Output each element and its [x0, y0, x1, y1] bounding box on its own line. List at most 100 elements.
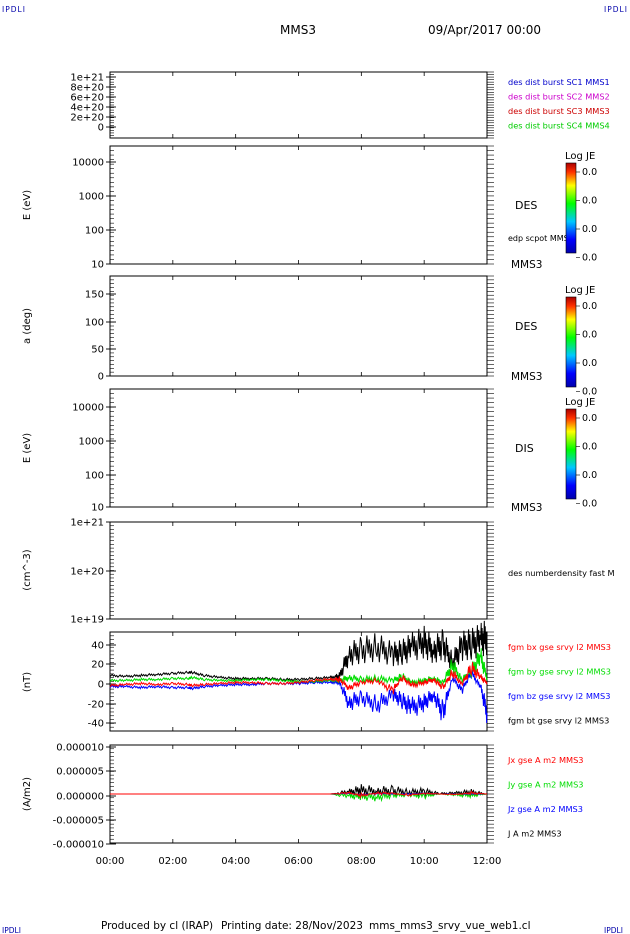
- y-tick-label: 10000: [72, 403, 104, 414]
- colorbar-tick-label: 0.0: [582, 470, 597, 481]
- x-tick-label: 08:00: [347, 856, 376, 867]
- y-tick-label: -0.000010: [53, 840, 104, 851]
- legend-entry: des dist burst SC2 MMS2: [508, 92, 610, 102]
- y-tick-label: 0.000000: [56, 792, 104, 803]
- colorbar-title: Log JE: [565, 151, 595, 162]
- colorbar-title: Log JE: [565, 397, 595, 408]
- top-right-logo: IPDLI: [604, 5, 628, 14]
- footer-producer: Produced by cl (IRAP): [101, 920, 213, 932]
- series-line: [109, 669, 488, 724]
- y-tick-label: -20: [88, 700, 104, 711]
- y-tick-label: 1e+20: [70, 567, 104, 578]
- x-tick-label: 02:00: [158, 856, 187, 867]
- colorbar-tick-label: 0.0: [582, 167, 597, 178]
- colorbar: [565, 162, 577, 254]
- y-tick-label: 10: [91, 503, 104, 514]
- y-axis-label: (A/m2): [22, 777, 33, 811]
- y-tick-label: 100: [85, 471, 104, 482]
- colorbar-title: Log JE: [565, 285, 595, 296]
- y-tick-label: 1000: [79, 192, 104, 203]
- legend-entry: fgm bt gse srvy l2 MMS3: [508, 716, 609, 726]
- panel-frame-burst: [109, 71, 488, 139]
- y-tick-label: 0: [98, 123, 104, 134]
- legend-entry: J A m2 MMS3: [507, 829, 562, 839]
- panel-label: DES: [515, 199, 537, 212]
- colorbar-tick-label: 0.0: [582, 196, 597, 207]
- y-tick-label: 0: [98, 372, 104, 383]
- legend-entry: Jz gse A m2 MMS3: [507, 804, 583, 814]
- colorbar-tick-label: 0.0: [582, 330, 597, 341]
- y-tick-label: 0.000010: [56, 743, 104, 754]
- legend-entry: fgm bz gse srvy l2 MMS3: [508, 691, 610, 701]
- y-tick-label: 50: [91, 345, 104, 356]
- y-tick-label: 100: [85, 226, 104, 237]
- colorbar-tick-label: 0.0: [582, 413, 597, 424]
- legend-entry: des dist burst SC4 MMS4: [508, 121, 610, 131]
- colorbar-tick-label: 0.0: [582, 301, 597, 312]
- x-tick-label: 06:00: [284, 856, 313, 867]
- y-tick-label: -40: [88, 719, 104, 730]
- colorbar: [565, 296, 577, 388]
- y-axis-label: a (deg): [22, 308, 33, 344]
- series-line: [110, 790, 488, 800]
- x-tick-label: 10:00: [410, 856, 439, 867]
- y-axis-label: E (eV): [22, 433, 33, 463]
- bottom-left-logo: IPDLI: [2, 926, 21, 934]
- colorbar-tick-label: 0.0: [582, 499, 597, 510]
- colorbar-tick-label: 0.0: [582, 442, 597, 453]
- legend-entry: des numberdensity fast M: [508, 568, 615, 578]
- y-tick-label: 1000: [79, 437, 104, 448]
- y-tick-label: 40: [91, 641, 104, 652]
- panel-frame-des-pitch: [109, 275, 488, 377]
- panel-frame-des-energy: [109, 145, 488, 265]
- y-tick-label: 150: [85, 290, 104, 301]
- colorbar-tick-label: 0.0: [582, 253, 597, 264]
- y-tick-label: 10000: [72, 158, 104, 169]
- y-axis-label: (cm^-3): [22, 549, 33, 590]
- spacecraft-label: MMS3: [511, 371, 542, 383]
- y-tick-label: 10: [91, 260, 104, 271]
- y-tick-label: 1e+21: [70, 518, 104, 529]
- legend-entry: fgm by gse srvy l2 MMS3: [508, 667, 611, 677]
- series-line: [109, 648, 488, 686]
- footer-printing-date: Printing date: 28/Nov/2023: [221, 920, 363, 932]
- legend-entry: Jy gse A m2 MMS3: [507, 780, 584, 790]
- y-axis-label: (nT): [22, 672, 33, 692]
- bottom-right-logo: IPDLI: [604, 926, 623, 934]
- y-axis-label: E (eV): [22, 190, 33, 220]
- x-tick-label: 00:00: [96, 856, 125, 867]
- x-tick-label: 04:00: [221, 856, 250, 867]
- spacecraft-label: MMS3: [511, 259, 542, 271]
- date-title: 09/Apr/2017 00:00: [428, 23, 541, 37]
- colorbar-tick-label: 0.0: [582, 358, 597, 369]
- legend-entry: des dist burst SC3 MMS3: [508, 106, 610, 116]
- panel-frame-dis-energy: [109, 388, 488, 508]
- legend-entry: des dist burst SC1 MMS1: [508, 77, 610, 87]
- y-tick-label: -0.000005: [53, 816, 104, 827]
- panel-label: DES: [515, 320, 537, 333]
- series-line: [109, 661, 488, 695]
- y-tick-label: 2e+20: [70, 113, 104, 124]
- top-left-logo: IPDLI: [2, 5, 26, 14]
- footer-product: mms_mms3_srvy_vue_web1.cl: [369, 920, 531, 932]
- y-tick-label: 20: [91, 660, 104, 671]
- y-tick-label: 100: [85, 318, 104, 329]
- y-tick-label: 1e+21: [70, 73, 104, 84]
- spacecraft-title: MMS3: [280, 23, 316, 37]
- legend-entry: Jx gse A m2 MMS3: [507, 755, 584, 765]
- y-tick-label: 1e+19: [70, 615, 104, 626]
- panel-label: DIS: [515, 442, 534, 455]
- y-tick-label: 8e+20: [70, 83, 104, 94]
- colorbar-tick-label: 0.0: [582, 387, 597, 398]
- x-tick-label: 12:00: [473, 856, 502, 867]
- y-tick-label: 6e+20: [70, 93, 104, 104]
- panel-frame-density: [109, 521, 488, 620]
- y-tick-label: 4e+20: [70, 103, 104, 114]
- colorbar-tick-label: 0.0: [582, 224, 597, 235]
- y-tick-label: 0: [98, 680, 104, 691]
- overlay-label: edp scpot MMS3: [508, 234, 574, 243]
- y-tick-label: 0.000005: [56, 767, 104, 778]
- spacecraft-label: MMS3: [511, 502, 542, 514]
- legend-entry: fgm bx gse srvy l2 MMS3: [508, 642, 611, 652]
